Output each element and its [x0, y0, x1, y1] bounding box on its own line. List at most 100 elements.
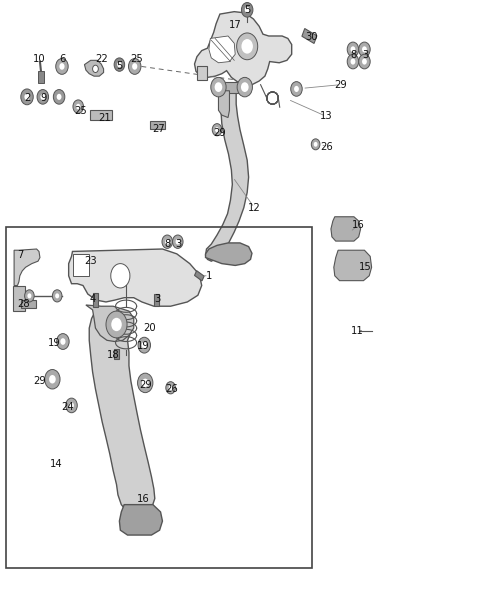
Text: 18: 18 — [107, 350, 120, 360]
Polygon shape — [197, 66, 207, 80]
Circle shape — [237, 77, 252, 97]
Text: 7: 7 — [18, 250, 24, 260]
Text: 19: 19 — [48, 338, 60, 348]
Circle shape — [111, 264, 130, 288]
Polygon shape — [209, 36, 235, 63]
Polygon shape — [84, 60, 104, 76]
Text: 12: 12 — [248, 203, 261, 213]
Bar — [6, 227, 312, 568]
Polygon shape — [205, 243, 252, 265]
Circle shape — [347, 54, 359, 69]
Circle shape — [57, 334, 69, 350]
Text: 10: 10 — [33, 54, 45, 63]
Text: 22: 22 — [95, 54, 108, 63]
Circle shape — [52, 290, 62, 302]
Bar — [217, 82, 246, 93]
Text: 15: 15 — [359, 262, 372, 272]
Circle shape — [73, 100, 84, 113]
Circle shape — [362, 46, 367, 52]
Bar — [21, 300, 36, 307]
Polygon shape — [194, 12, 292, 85]
Circle shape — [60, 63, 65, 70]
Circle shape — [37, 90, 48, 104]
Circle shape — [294, 86, 299, 92]
Circle shape — [359, 54, 370, 69]
Circle shape — [27, 293, 31, 298]
Circle shape — [241, 39, 253, 54]
Circle shape — [241, 82, 249, 92]
Circle shape — [314, 142, 318, 147]
Circle shape — [162, 235, 172, 248]
Circle shape — [176, 239, 180, 245]
Text: 29: 29 — [334, 80, 347, 90]
Circle shape — [93, 65, 98, 73]
Circle shape — [21, 89, 33, 105]
Text: 21: 21 — [99, 113, 111, 123]
Circle shape — [362, 59, 367, 65]
Text: 11: 11 — [351, 326, 364, 336]
Circle shape — [129, 59, 141, 74]
Circle shape — [66, 398, 77, 413]
Bar — [114, 349, 119, 359]
Bar — [73, 254, 89, 276]
Polygon shape — [89, 306, 155, 515]
Circle shape — [132, 63, 137, 70]
Text: 26: 26 — [166, 384, 179, 394]
Circle shape — [347, 42, 359, 57]
Circle shape — [165, 239, 169, 245]
Circle shape — [312, 139, 320, 150]
Text: 23: 23 — [84, 256, 97, 266]
Circle shape — [241, 2, 253, 17]
Bar — [302, 29, 317, 43]
Polygon shape — [69, 249, 202, 306]
Circle shape — [106, 311, 127, 338]
Circle shape — [291, 82, 302, 96]
Text: 20: 20 — [143, 323, 156, 333]
Bar — [13, 285, 24, 311]
Text: 8: 8 — [164, 239, 170, 249]
Text: 5: 5 — [244, 5, 251, 15]
Text: 29: 29 — [139, 381, 152, 390]
Text: 14: 14 — [49, 459, 62, 470]
Text: 2: 2 — [24, 93, 30, 103]
Bar — [154, 294, 158, 306]
Circle shape — [57, 94, 61, 100]
Circle shape — [350, 46, 355, 52]
Polygon shape — [14, 249, 40, 285]
Circle shape — [142, 379, 149, 387]
Bar — [90, 110, 112, 120]
Circle shape — [215, 82, 222, 92]
Text: 16: 16 — [352, 220, 365, 229]
Circle shape — [45, 370, 60, 389]
Circle shape — [245, 7, 250, 13]
Polygon shape — [205, 84, 249, 261]
Circle shape — [53, 90, 65, 104]
Text: 3: 3 — [362, 51, 369, 60]
Circle shape — [212, 124, 222, 136]
Text: 26: 26 — [321, 142, 334, 152]
Circle shape — [138, 373, 153, 393]
Text: 30: 30 — [306, 32, 318, 42]
Circle shape — [60, 338, 66, 345]
Text: 28: 28 — [17, 299, 30, 309]
Text: 29: 29 — [214, 128, 226, 138]
Text: 3: 3 — [155, 294, 161, 304]
Circle shape — [69, 403, 74, 409]
Circle shape — [117, 62, 121, 68]
Circle shape — [94, 67, 97, 71]
Polygon shape — [218, 91, 229, 118]
Circle shape — [142, 342, 147, 348]
Circle shape — [40, 94, 45, 100]
Circle shape — [114, 58, 125, 71]
Text: 27: 27 — [152, 123, 165, 134]
Circle shape — [168, 386, 172, 390]
Text: 17: 17 — [229, 20, 241, 30]
Bar — [194, 271, 204, 281]
Circle shape — [76, 104, 81, 109]
Circle shape — [138, 337, 151, 353]
Circle shape — [215, 127, 219, 132]
Text: 25: 25 — [75, 107, 87, 117]
Bar — [93, 293, 98, 307]
Circle shape — [211, 77, 226, 97]
Circle shape — [359, 42, 370, 57]
